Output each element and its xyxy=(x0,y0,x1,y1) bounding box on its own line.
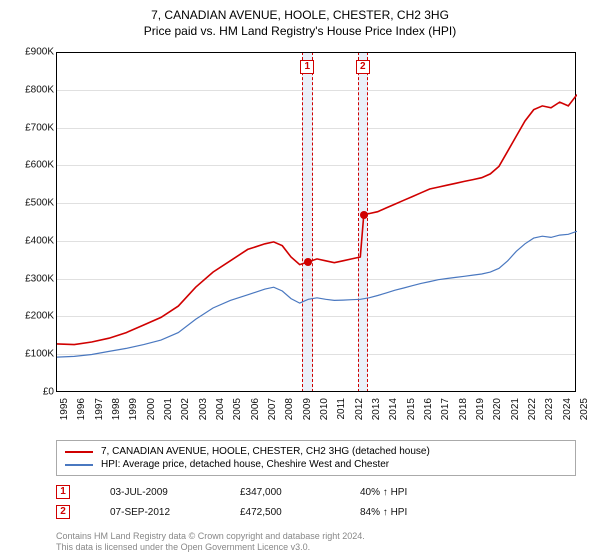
chart-subtitle: Price paid vs. HM Land Registry's House … xyxy=(0,22,600,38)
legend-swatch xyxy=(65,451,93,453)
x-tick-label: 1999 xyxy=(128,398,139,420)
x-tick-label: 2020 xyxy=(492,398,503,420)
y-tick-label: £400K xyxy=(4,235,54,246)
legend-item: 7, CANADIAN AVENUE, HOOLE, CHESTER, CH2 … xyxy=(65,445,567,458)
x-tick-label: 2005 xyxy=(232,398,243,420)
x-tick-label: 2003 xyxy=(198,398,209,420)
x-tick-label: 2016 xyxy=(423,398,434,420)
y-tick-label: £300K xyxy=(4,273,54,284)
x-tick-label: 2015 xyxy=(406,398,417,420)
footer-line: Contains HM Land Registry data © Crown c… xyxy=(56,531,365,543)
x-tick-label: 2004 xyxy=(215,398,226,420)
sale-number-box: 2 xyxy=(56,505,70,519)
x-tick-label: 2019 xyxy=(475,398,486,420)
y-tick-label: £500K xyxy=(4,198,54,209)
sales-row: 2 07-SEP-2012 £472,500 84% ↑ HPI xyxy=(56,502,407,522)
sale-date: 07-SEP-2012 xyxy=(110,507,200,518)
sales-table: 1 03-JUL-2009 £347,000 40% ↑ HPI 2 07-SE… xyxy=(56,482,407,522)
sales-row: 1 03-JUL-2009 £347,000 40% ↑ HPI xyxy=(56,482,407,502)
chart-plot-area xyxy=(56,52,576,392)
x-tick-label: 2012 xyxy=(354,398,365,420)
legend-item: HPI: Average price, detached house, Ches… xyxy=(65,458,567,471)
series-line xyxy=(57,231,577,357)
x-tick-label: 2007 xyxy=(267,398,278,420)
x-tick-label: 1997 xyxy=(94,398,105,420)
y-tick-label: £0 xyxy=(4,387,54,398)
legend-swatch xyxy=(65,464,93,466)
sale-marker-box: 2 xyxy=(356,60,370,74)
y-tick-label: £900K xyxy=(4,47,54,58)
x-tick-label: 2022 xyxy=(527,398,538,420)
x-tick-label: 2013 xyxy=(371,398,382,420)
y-tick-label: £100K xyxy=(4,349,54,360)
x-tick-label: 2023 xyxy=(544,398,555,420)
sale-price: £472,500 xyxy=(240,507,320,518)
legend-label: HPI: Average price, detached house, Ches… xyxy=(101,459,389,470)
y-tick-label: £200K xyxy=(4,311,54,322)
series-line xyxy=(57,95,577,345)
x-tick-label: 2018 xyxy=(458,398,469,420)
x-tick-label: 1998 xyxy=(111,398,122,420)
y-tick-label: £600K xyxy=(4,160,54,171)
sale-delta: 84% ↑ HPI xyxy=(360,507,407,518)
x-tick-label: 2002 xyxy=(180,398,191,420)
x-tick-label: 2017 xyxy=(440,398,451,420)
chart-title: 7, CANADIAN AVENUE, HOOLE, CHESTER, CH2 … xyxy=(0,8,600,22)
x-tick-label: 2009 xyxy=(302,398,313,420)
sale-date: 03-JUL-2009 xyxy=(110,487,200,498)
sale-dot xyxy=(360,211,368,219)
footer-line: This data is licensed under the Open Gov… xyxy=(56,542,365,554)
x-tick-label: 2001 xyxy=(163,398,174,420)
sale-price: £347,000 xyxy=(240,487,320,498)
legend-label: 7, CANADIAN AVENUE, HOOLE, CHESTER, CH2 … xyxy=(101,446,430,457)
x-tick-label: 2000 xyxy=(146,398,157,420)
chart-container: 7, CANADIAN AVENUE, HOOLE, CHESTER, CH2 … xyxy=(0,0,600,560)
x-tick-label: 1996 xyxy=(76,398,87,420)
x-tick-label: 2011 xyxy=(336,398,347,420)
x-tick-label: 2021 xyxy=(510,398,521,420)
x-tick-label: 1995 xyxy=(59,398,70,420)
title-block: 7, CANADIAN AVENUE, HOOLE, CHESTER, CH2 … xyxy=(0,0,600,38)
x-tick-label: 2025 xyxy=(579,398,590,420)
footer: Contains HM Land Registry data © Crown c… xyxy=(56,531,365,554)
x-tick-label: 2024 xyxy=(562,398,573,420)
sale-delta: 40% ↑ HPI xyxy=(360,487,407,498)
x-tick-label: 2008 xyxy=(284,398,295,420)
sale-number-box: 1 xyxy=(56,485,70,499)
sale-dot xyxy=(304,258,312,266)
x-tick-label: 2014 xyxy=(388,398,399,420)
x-tick-label: 2006 xyxy=(250,398,261,420)
x-tick-label: 2010 xyxy=(319,398,330,420)
legend: 7, CANADIAN AVENUE, HOOLE, CHESTER, CH2 … xyxy=(56,440,576,476)
line-chart-svg xyxy=(57,53,577,393)
y-tick-label: £700K xyxy=(4,122,54,133)
sale-marker-box: 1 xyxy=(300,60,314,74)
y-tick-label: £800K xyxy=(4,84,54,95)
